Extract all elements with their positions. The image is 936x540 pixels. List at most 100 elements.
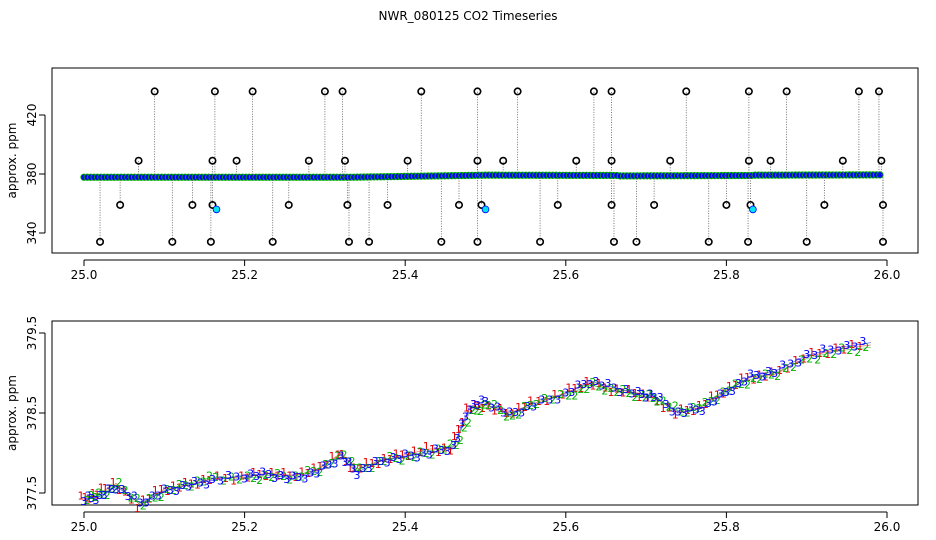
series-2-marker: 2	[822, 347, 829, 360]
outlier-point	[344, 237, 353, 246]
series-1-marker: 1	[816, 347, 823, 360]
series-3-segment	[726, 375, 751, 393]
outlier-point	[417, 87, 426, 96]
series-2-segment	[533, 395, 566, 402]
series-2-marker: 2	[292, 470, 299, 483]
series-2-marker: 2	[399, 454, 406, 467]
series-2-segment	[340, 454, 358, 471]
series-1-marker: 1	[375, 458, 382, 471]
series-2-segment	[99, 484, 117, 495]
series-3-marker: 3	[711, 396, 718, 409]
series-2-marker: 2	[515, 408, 522, 421]
series-3-marker: 3	[803, 348, 810, 361]
series-2-segment	[83, 494, 101, 498]
series-2-marker: 2	[473, 405, 480, 418]
series-3-segment	[381, 455, 406, 462]
series-1-marker: 1	[684, 404, 691, 417]
series-1-marker: 1	[134, 502, 141, 515]
x-tick-label: 26.0	[874, 268, 901, 282]
series-1-marker: 1	[589, 380, 596, 393]
outlier-point	[477, 200, 486, 209]
series-1-marker: 1	[702, 398, 709, 411]
series-1-marker: 1	[304, 467, 311, 480]
series-1-marker: 1	[316, 460, 323, 473]
series-1-marker: 1	[632, 387, 639, 400]
series-2-marker: 2	[170, 484, 177, 497]
series-3-marker: 3	[506, 406, 513, 419]
outlier-point	[878, 237, 887, 246]
series-3-marker: 3	[623, 383, 630, 396]
series-2-marker: 2	[642, 392, 649, 405]
series-2-marker: 2	[481, 398, 488, 411]
series-1-marker: 1	[607, 386, 614, 399]
series-1-marker: 1	[128, 494, 135, 507]
outlier-point	[210, 87, 219, 96]
y-axis-title: approx. ppm	[5, 375, 19, 451]
series-2-marker: 2	[447, 438, 454, 451]
series-1-marker: 1	[322, 459, 329, 472]
series-3-marker: 3	[301, 472, 308, 485]
series-3-marker: 3	[610, 381, 617, 394]
series-2-marker: 2	[88, 489, 95, 502]
series-1-marker: 1	[808, 346, 815, 359]
series-3-marker: 3	[93, 494, 100, 507]
outlier-point	[268, 237, 277, 246]
series-3-marker: 3	[675, 406, 682, 419]
series-3-marker: 3	[345, 456, 352, 469]
series-1-marker: 1	[626, 383, 633, 396]
outlier-point	[820, 200, 829, 209]
series-2-marker: 2	[375, 455, 382, 468]
outlier-point	[513, 87, 522, 96]
x-tick-label: 25.4	[392, 268, 419, 282]
series-3-segment	[485, 400, 510, 415]
series-1-marker: 1	[565, 382, 572, 395]
series-3-marker: 3	[669, 405, 676, 418]
y-tick-label: 340	[25, 222, 39, 245]
outlier-point	[782, 87, 791, 96]
series-1-marker: 1	[551, 388, 558, 401]
series-2-marker: 2	[244, 470, 251, 483]
series-2-marker: 2	[176, 478, 183, 491]
series-3-marker: 3	[313, 468, 320, 481]
series-1-marker: 1	[298, 466, 305, 479]
series-2-segment	[750, 372, 775, 380]
series-3-segment	[806, 347, 839, 356]
series-2-marker: 2	[762, 367, 769, 380]
series-2-marker: 2	[798, 353, 805, 366]
series-3-marker: 3	[735, 377, 742, 390]
series-2-marker: 2	[194, 474, 201, 487]
page-title: NWR_080125 CO2 Timeseries	[378, 9, 558, 23]
series-2-marker: 2	[583, 383, 590, 396]
series-1-segment	[469, 404, 486, 410]
series-1-marker: 1	[708, 390, 715, 403]
y-tick-label: 420	[25, 104, 39, 127]
series-2-marker: 2	[503, 410, 510, 423]
series-2-marker: 2	[152, 491, 159, 504]
series-1-marker: 1	[182, 476, 189, 489]
outlier-point	[607, 156, 616, 165]
series-3-marker: 3	[81, 495, 88, 508]
series-2-marker: 2	[690, 401, 697, 414]
series-1-marker: 1	[762, 371, 769, 384]
series-2-segment	[702, 388, 727, 406]
series-3-marker: 3	[643, 391, 650, 404]
series-1-marker: 1	[363, 456, 370, 469]
series-3-segment	[453, 406, 470, 447]
series-1-marker: 1	[824, 348, 831, 361]
outlier-point	[473, 156, 482, 165]
series-1-marker: 1	[535, 395, 542, 408]
series-1-marker: 1	[451, 430, 458, 443]
series-1-marker: 1	[393, 447, 400, 460]
series-3-marker: 3	[396, 453, 403, 466]
series-3-marker: 3	[289, 470, 296, 483]
series-2-marker: 2	[774, 370, 781, 383]
series-3-marker: 3	[319, 460, 326, 473]
series-3-marker: 3	[325, 459, 332, 472]
series-3-segment	[774, 355, 807, 372]
series-2-marker: 2	[613, 386, 620, 399]
outlier-point	[536, 237, 545, 246]
series-3-marker: 3	[488, 401, 495, 414]
outlier-point	[607, 200, 616, 209]
series-3-marker: 3	[350, 462, 357, 475]
series-2-marker: 2	[381, 455, 388, 468]
